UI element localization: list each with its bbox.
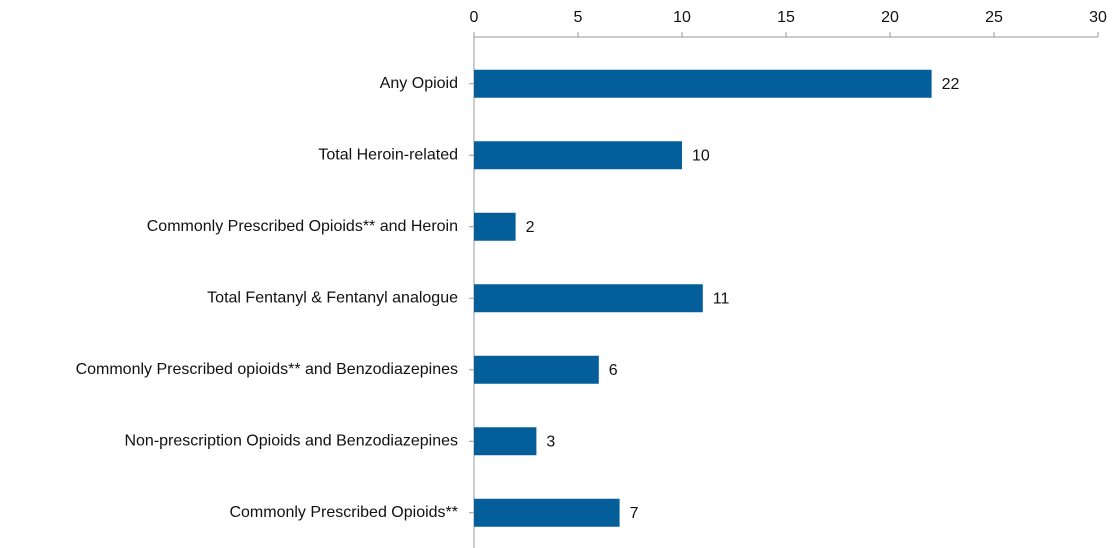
y-tick-label: Any Opioid xyxy=(380,75,458,92)
y-tick-label: Total Heroin-related xyxy=(318,146,458,163)
y-tick-label: Non-prescription Opioids and Benzodiazep… xyxy=(124,432,458,449)
data-label: 7 xyxy=(630,505,639,522)
x-tick-label: 20 xyxy=(881,9,899,26)
data-label: 11 xyxy=(713,290,730,307)
data-label: 2 xyxy=(526,219,535,236)
data-label: 22 xyxy=(942,76,960,93)
bar xyxy=(474,355,599,384)
bar xyxy=(474,212,516,241)
y-tick-label: Total Fentanyl & Fentanyl analogue xyxy=(207,289,458,306)
bar xyxy=(474,284,703,313)
y-tick-label: Commonly Prescribed Opioids** and Heroin xyxy=(147,218,458,235)
data-label: 3 xyxy=(546,433,555,450)
bar xyxy=(474,498,620,527)
bar xyxy=(474,141,682,170)
x-tick-label: 10 xyxy=(673,9,691,26)
y-tick-label: Commonly Prescribed opioids** and Benzod… xyxy=(76,361,458,378)
x-tick-label: 25 xyxy=(985,9,1003,26)
bar xyxy=(474,69,932,98)
y-tick-label: Commonly Prescribed Opioids** xyxy=(229,504,458,521)
data-label: 10 xyxy=(692,147,710,164)
x-tick-label: 30 xyxy=(1089,9,1107,26)
x-tick-label: 5 xyxy=(574,9,583,26)
x-tick-label: 15 xyxy=(777,9,795,26)
data-label: 6 xyxy=(609,362,618,379)
bar xyxy=(474,427,537,456)
x-tick-label: 0 xyxy=(470,9,479,26)
